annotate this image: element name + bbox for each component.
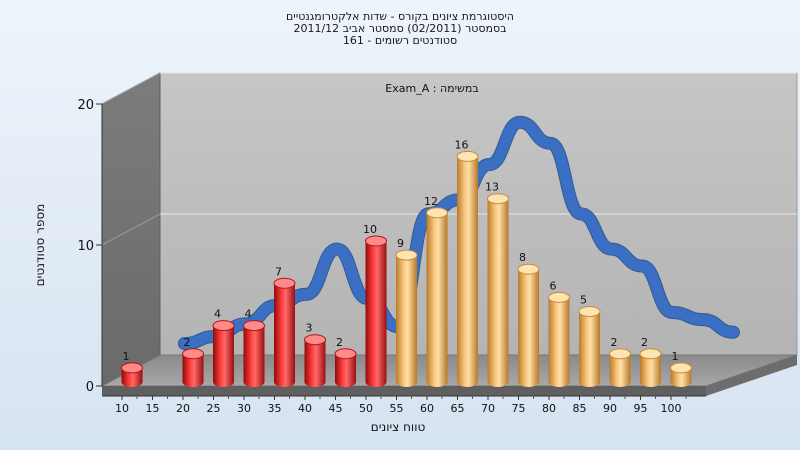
bar-value-label: 7 [275,265,282,278]
x-tick-label: 85 [573,402,587,415]
bar-value-label: 2 [184,336,191,349]
exam-annotation: במשימה : Exam_A [385,82,478,95]
x-tick-label: 50 [359,402,373,415]
bar [365,241,387,387]
bar-cap [517,263,540,275]
bar [396,255,417,387]
bar-cap [487,193,509,205]
bar-cap [609,348,631,360]
x-axis-label: טווח ציונים [371,420,426,434]
bar-value-label: 13 [485,181,499,194]
bar [487,198,509,387]
bar [518,269,539,387]
x-tick-label: 70 [481,402,495,415]
bar-cap [670,362,692,374]
bar [243,325,265,387]
x-tick-label: 80 [542,402,556,415]
x-tick-label: 60 [420,402,434,415]
bar [457,156,478,387]
y-tick-label: 0 [86,380,94,395]
chart-title-line-3: סטודנטים רשומים - 161 [342,34,458,47]
x-tick-label: 100 [661,402,682,415]
bar-value-label: 16 [455,138,469,151]
bar-value-label: 5 [580,294,587,307]
bar-value-label: 12 [424,195,438,208]
bar-value-label: 6 [550,279,557,292]
bar-value-label: 4 [214,308,221,321]
bar-cap [273,277,296,289]
bar [640,353,661,387]
bar-value-label: 9 [397,237,404,250]
y-axis-label: מספר סטודנטים [33,204,47,287]
x-tick-label: 15 [146,402,160,415]
bar-value-label: 2 [336,336,343,349]
bar [548,297,570,387]
bar-cap [578,306,601,317]
bar [426,212,448,387]
bar [213,325,234,387]
bar-cap [243,320,265,332]
x-tick-label: 45 [329,402,343,415]
bar-value-label: 4 [245,308,252,321]
x-tick-label: 35 [268,402,282,415]
bar-value-label: 10 [363,223,377,236]
x-tick-label: 90 [603,402,617,415]
bar-cap [334,348,357,360]
gridline-side [101,72,161,105]
floor-edge [102,386,706,396]
bar-cap [365,235,387,247]
x-tick-label: 95 [634,402,648,415]
floor [101,354,798,387]
x-tick-label: 20 [176,402,190,415]
bar-cap [426,207,448,219]
bar-value-label: 1 [672,350,679,363]
bar [182,353,204,387]
bar-cap [121,362,143,374]
chart-title-line-1: היסטוגרמת ציונים בקורס - שדות אלקטרומגנט… [286,10,514,23]
floor-edge-side [706,355,797,396]
chart-title: היסטוגרמת ציונים בקורס - שדות אלקטרומגנט… [0,11,800,47]
gridline-side [101,213,161,246]
bar-value-label: 8 [519,251,526,264]
bar-cap [548,291,570,303]
bar [304,339,326,387]
x-tick-label: 10 [115,402,129,415]
bar-value-label: 1 [123,350,130,363]
bar [335,353,356,387]
x-tick-label: 55 [390,402,404,415]
x-tick-label: 65 [451,402,465,415]
bar [579,311,600,387]
y-tick-label: 10 [77,239,94,254]
x-tick-label: 30 [237,402,251,415]
x-tick-label: 25 [207,402,221,415]
x-tick-label: 40 [298,402,312,415]
bar-value-label: 3 [306,322,313,335]
bar-cap [639,348,662,360]
bar-cap [304,334,326,346]
bar-value-label: 2 [611,336,618,349]
bar-cap [395,249,418,261]
bar [274,283,295,387]
bar [609,353,631,387]
y-tick-label: 20 [77,98,94,113]
bar-cap [182,348,204,360]
chart-title-line-2: בסמסטר (02/2011) סמסטר אביב 2011/12 [293,22,507,35]
bar-value-label: 2 [641,336,648,349]
bar-cap [456,150,479,162]
x-tick-label: 75 [512,402,526,415]
bar-cap [212,320,235,332]
